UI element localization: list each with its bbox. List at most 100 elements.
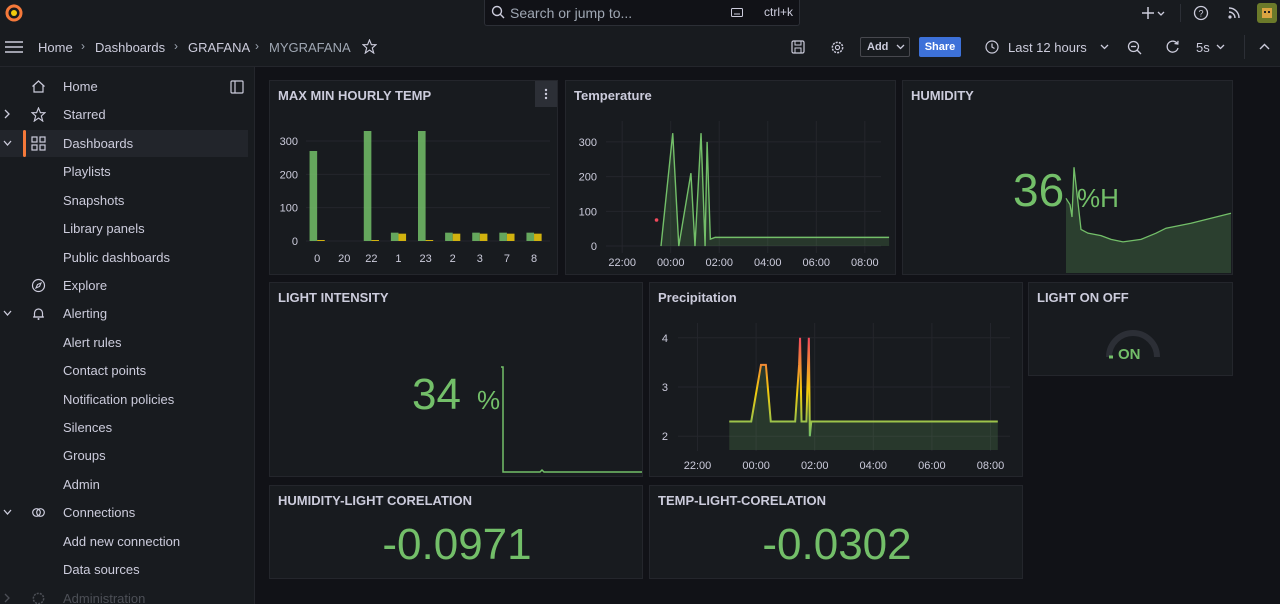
sidebar-item-silences[interactable]: Silences <box>0 414 248 441</box>
light-unit: % <box>477 385 501 415</box>
bar <box>499 232 507 241</box>
sidebar-item-data-sources[interactable]: Data sources <box>0 556 248 583</box>
rss-icon[interactable] <box>1226 5 1242 21</box>
active-indicator <box>23 130 26 157</box>
data-point <box>654 218 659 222</box>
chevron-right-icon[interactable] <box>3 592 12 604</box>
chevron-down-icon <box>1100 44 1109 50</box>
bar <box>425 240 434 241</box>
panel-light-intensity[interactable]: LIGHT INTENSITY 34 % <box>269 282 643 477</box>
chevron-down-icon[interactable] <box>3 307 12 319</box>
panel-precipitation[interactable]: Precipitation 2 3 4 22:00 00:00 02:00 04:00 06:… <box>649 282 1023 477</box>
x-tick-label: 1 <box>395 253 401 265</box>
sidebar-item-alert-rules[interactable]: Alert rules <box>0 329 248 356</box>
link-icon <box>32 508 45 517</box>
sidebar-item-alerting[interactable]: Alerting <box>0 300 248 327</box>
temperature-time-series: 0 100 200 300 22:00 00:00 02:00 04:00 06:00 08:00 <box>579 121 890 269</box>
breadcrumb-folder[interactable]: GRAFANA <box>188 40 251 55</box>
panel-title: MAX MIN HOURLY TEMP <box>278 88 432 103</box>
home-icon <box>32 80 45 93</box>
sidebar-item-explore[interactable]: Explore <box>0 272 248 299</box>
grafana-logo-icon[interactable] <box>4 3 24 23</box>
breadcrumb-current: MYGRAFANA <box>269 40 351 55</box>
dock-menu-icon[interactable] <box>230 80 244 94</box>
panel-humidity[interactable]: HUMIDITY 36 %H <box>902 80 1233 275</box>
panel-light-on-off[interactable]: LIGHT ON OFF ON <box>1028 282 1233 376</box>
sidebar-item-public-dashboards[interactable]: Public dashboards <box>0 244 248 271</box>
gear-icon <box>32 592 45 604</box>
sidebar-item-library-panels[interactable]: Library panels <box>0 215 248 242</box>
panel-temperature[interactable]: Temperature 0 100 200 300 22:00 00:00 02:00 04:… <box>565 80 896 275</box>
save-icon[interactable] <box>791 40 805 54</box>
star-icon <box>31 107 46 122</box>
chevron-up-icon[interactable] <box>1259 42 1270 51</box>
nav-divider <box>1244 35 1245 59</box>
share-button[interactable]: Share <box>919 37 961 57</box>
sidebar-item-label: Snapshots <box>63 193 125 208</box>
chevron-down-icon[interactable] <box>1156 5 1166 21</box>
x-tick-label: 00:00 <box>657 257 685 269</box>
search-input[interactable]: Search or jump to... ctrl+k <box>484 0 800 26</box>
refresh-icon[interactable] <box>1165 39 1180 54</box>
bar <box>363 131 372 241</box>
chevron-down-icon <box>1216 44 1225 50</box>
sidebar-item-home[interactable]: Home <box>0 73 248 100</box>
zoom-out-icon[interactable] <box>1127 40 1142 55</box>
sidebar-item-label: Home <box>63 79 98 94</box>
panel-title: HUMIDITY-LIGHT CORELATION <box>278 493 473 508</box>
sidebar-item-contact-points[interactable]: Contact points <box>0 357 248 384</box>
panel-menu-button[interactable] <box>535 81 557 107</box>
refresh-interval-picker[interactable]: 5s <box>1190 37 1230 57</box>
bar <box>479 233 488 241</box>
sidebar-item-administration[interactable]: Administration <box>0 585 248 604</box>
sidebar-item-add-new-connection[interactable]: Add new connection <box>0 528 248 555</box>
sidebar-item-groups[interactable]: Groups <box>0 442 248 469</box>
chevron-down-icon[interactable] <box>3 137 12 149</box>
plus-icon[interactable] <box>1140 5 1156 21</box>
breadcrumb-home[interactable]: Home <box>38 40 73 55</box>
y-tick-label: 300 <box>280 136 298 148</box>
dashboard-nav-bar: Home › Dashboards › GRAFANA › MYGRAFANA … <box>0 27 1280 67</box>
help-icon[interactable]: ? <box>1193 5 1209 21</box>
breadcrumb-separator: › <box>174 39 178 53</box>
menu-icon[interactable] <box>5 40 23 54</box>
bar <box>418 131 426 241</box>
panel-max-min-hourly-temp[interactable]: MAX MIN HOURLY TEMP 0 100 200 300 0 20 22 1 23 2 3… <box>269 80 558 275</box>
sidebar-item-label: Starred <box>63 107 106 122</box>
x-tick-label: 8 <box>531 253 537 265</box>
avatar[interactable] <box>1257 3 1277 23</box>
search-icon <box>491 5 505 19</box>
time-range-picker[interactable]: Last 12 hours <box>976 37 1113 57</box>
chevron-down-icon[interactable] <box>3 506 12 518</box>
search-placeholder: Search or jump to... <box>510 5 633 21</box>
sidebar-item-notification-policies[interactable]: Notification policies <box>0 386 248 413</box>
y-tick-label: 200 <box>280 169 298 181</box>
sidebar-item-playlists[interactable]: Playlists <box>0 158 248 185</box>
sparkline-area <box>1066 167 1231 273</box>
sidebar-item-connections[interactable]: Connections <box>0 499 248 526</box>
humidity-sparkline <box>1065 167 1232 273</box>
sidebar-item-snapshots[interactable]: Snapshots <box>0 187 248 214</box>
sidebar-item-label: Explore <box>63 278 108 293</box>
bar <box>317 240 325 241</box>
breadcrumb-dashboards[interactable]: Dashboards <box>95 40 166 55</box>
x-tick-label: 2 <box>450 253 456 265</box>
y-tick-label: 0 <box>292 236 298 248</box>
sidebar-item-dashboards[interactable]: Dashboards <box>0 130 248 157</box>
add-button[interactable]: Add <box>860 37 910 57</box>
y-tick-label: 100 <box>579 206 597 218</box>
x-tick-label: 08:00 <box>851 257 879 269</box>
panel-temp-light-corelation[interactable]: TEMP-LIGHT-CORELATION -0.0302 <box>649 485 1023 579</box>
panel-title: Temperature <box>574 88 652 103</box>
gear-icon[interactable] <box>830 40 845 55</box>
light-gauge <box>1106 330 1160 359</box>
series-area <box>729 337 998 450</box>
x-tick-label: 22:00 <box>684 460 712 472</box>
sidebar-item-starred[interactable]: Starred <box>0 101 248 128</box>
panel-title: HUMIDITY <box>911 88 974 103</box>
star-icon[interactable] <box>362 39 377 54</box>
panel-humidity-light-corelation[interactable]: HUMIDITY-LIGHT CORELATION -0.0971 <box>269 485 643 579</box>
sidebar-item-admin[interactable]: Admin <box>0 471 248 498</box>
chevron-right-icon[interactable] <box>3 108 12 120</box>
precipitation-time-series: 2 3 4 22:00 00:00 02:00 04:00 06:00 08:00 <box>662 323 1010 472</box>
